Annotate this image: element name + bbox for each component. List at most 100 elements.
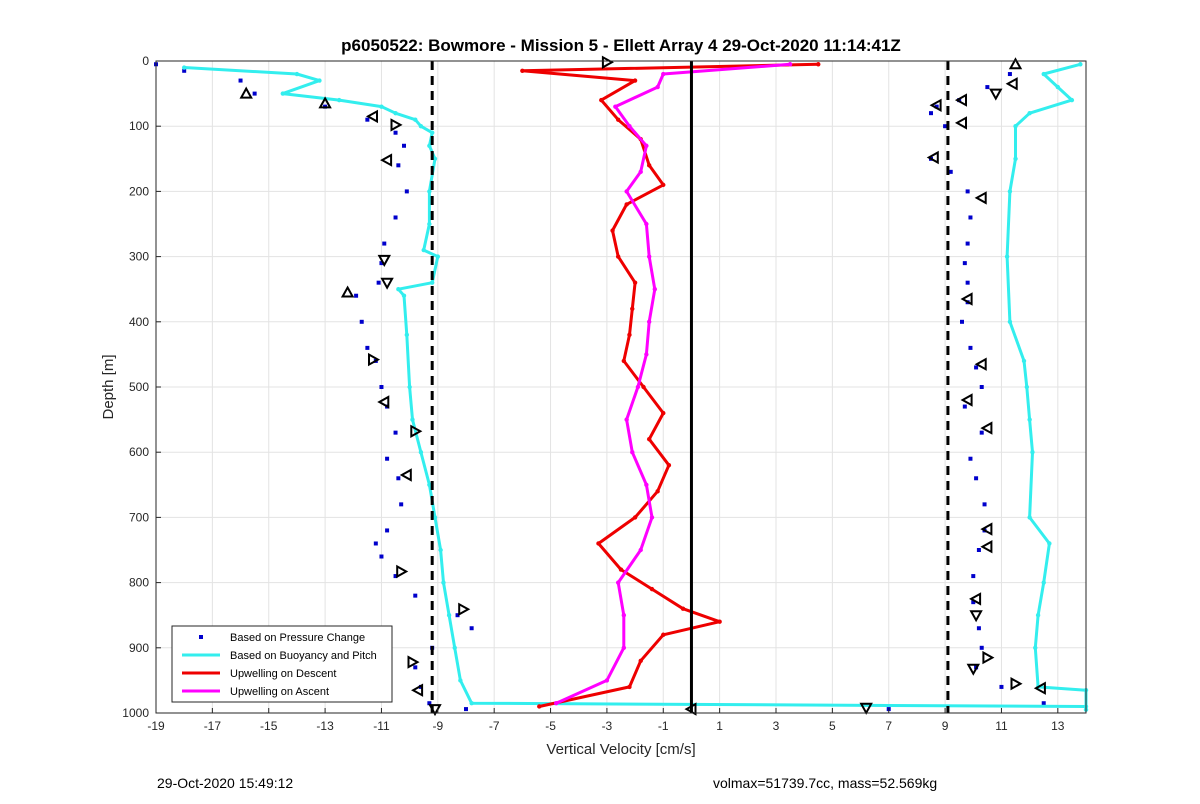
series-point <box>379 261 384 266</box>
series-point <box>1027 417 1032 422</box>
legend-label: Upwelling on Descent <box>230 668 336 680</box>
y-tick-label: 0 <box>142 54 149 68</box>
series-point <box>644 352 649 357</box>
series-point <box>965 189 970 194</box>
series-point <box>974 476 979 481</box>
series-point <box>520 68 525 73</box>
y-tick-label: 800 <box>129 576 149 590</box>
series-point <box>638 658 643 664</box>
series-point <box>432 515 438 520</box>
annotation-marker <box>684 702 697 716</box>
series-point <box>641 384 646 390</box>
series-point <box>1004 254 1010 259</box>
series-point <box>624 202 629 207</box>
series-point <box>1021 358 1027 364</box>
y-tick-label: 200 <box>129 184 149 198</box>
series-point <box>965 280 970 285</box>
annotation-marker <box>410 424 423 438</box>
series-point <box>441 580 446 585</box>
series-point <box>1041 701 1046 706</box>
series-point <box>373 541 378 546</box>
series-point <box>429 130 435 135</box>
series-point <box>613 104 618 109</box>
series-point <box>661 182 666 188</box>
series-point <box>943 124 948 129</box>
annotation-marker <box>982 650 995 665</box>
reference-lines <box>430 61 950 713</box>
series-point <box>427 221 432 227</box>
series-point <box>627 124 632 129</box>
annotation-marker <box>318 96 332 109</box>
series-point <box>627 684 632 690</box>
legend-swatch <box>199 635 203 639</box>
series-point <box>965 241 970 246</box>
series-point <box>962 404 967 409</box>
y-tick-label: 1000 <box>122 706 149 720</box>
series-point <box>618 567 624 572</box>
series-point <box>401 293 407 298</box>
series-point <box>979 645 984 650</box>
series-point <box>1007 319 1013 324</box>
chart-title: p6050522: Bowmore - Mission 5 - Ellett A… <box>341 36 901 55</box>
series-point <box>630 306 635 311</box>
series-point <box>615 117 621 122</box>
series-point <box>638 169 643 175</box>
series-point <box>646 436 652 442</box>
series-point <box>644 221 649 227</box>
series-point <box>976 626 981 631</box>
series-point <box>379 104 384 109</box>
series-point <box>632 515 638 520</box>
x-tick-label: 11 <box>995 719 1008 733</box>
series-0 <box>154 62 1046 712</box>
series-point <box>427 701 432 706</box>
x-tick-label: 1 <box>716 719 723 733</box>
annotation-marker <box>969 610 983 623</box>
series-point <box>404 189 409 194</box>
series-point <box>1069 97 1075 103</box>
series-point <box>446 613 452 618</box>
series-point <box>1013 156 1018 161</box>
series-point <box>1047 541 1052 546</box>
x-tick-label: -3 <box>602 719 613 733</box>
series-point <box>968 456 973 461</box>
series-point <box>469 701 474 706</box>
series-point <box>1041 580 1046 585</box>
x-tick-label: -13 <box>316 719 334 733</box>
annotation-marker <box>974 191 987 205</box>
series-point <box>985 85 990 90</box>
annotation-marker <box>377 254 391 267</box>
series-point <box>1027 515 1032 520</box>
series-point <box>632 280 638 285</box>
axis-ticks: -19 -17 -15 -13 -11 -9 -7 -5 -3 -1 1 3 5 7 9 11 13010020… <box>122 54 1065 733</box>
annotation-marker <box>411 683 424 697</box>
annotation-marker <box>380 153 393 167</box>
annotation-marker <box>407 655 420 669</box>
series-point <box>402 143 406 148</box>
series-point <box>717 619 722 624</box>
annotation-marker <box>989 88 1003 101</box>
series-point <box>438 547 443 553</box>
y-tick-label: 900 <box>129 641 149 655</box>
series-point <box>413 593 418 598</box>
annotation-marker <box>960 292 973 306</box>
series-point <box>646 319 652 324</box>
annotation-marker <box>377 395 390 409</box>
annotation-marker <box>239 86 253 99</box>
annotation-marker <box>390 118 403 132</box>
series-point <box>787 62 793 67</box>
series-point <box>181 65 187 70</box>
series-point <box>376 280 381 285</box>
series-3 <box>553 62 793 706</box>
y-tick-label: 500 <box>129 380 149 394</box>
y-tick-label: 400 <box>129 315 149 329</box>
series-point <box>393 130 398 135</box>
legend-label: Based on Buoyancy and Pitch <box>230 650 377 662</box>
series-point <box>624 189 629 194</box>
series-point <box>962 261 967 266</box>
series-point <box>655 489 660 494</box>
annotation-marker <box>974 357 987 371</box>
series-point <box>393 110 398 116</box>
x-tick-label: -5 <box>545 719 556 733</box>
series-point <box>971 574 976 579</box>
